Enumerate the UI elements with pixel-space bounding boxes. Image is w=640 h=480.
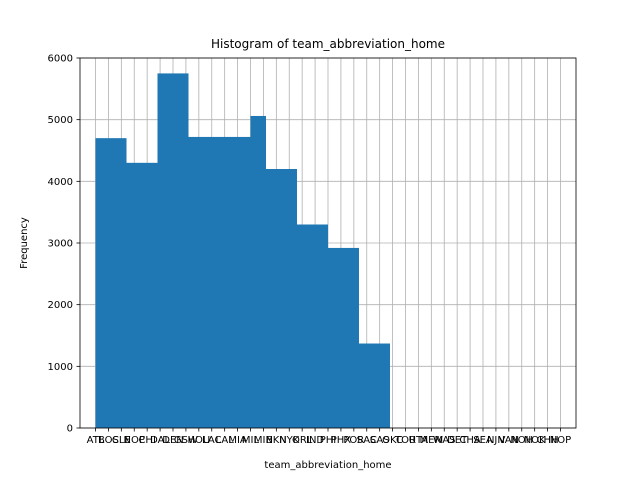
x-axis-ticks: ATLBOSCLENOPCHIDALDENGSWHOULACLALMIAMILM… — [87, 428, 571, 446]
x-tick-label: CHI — [138, 435, 155, 446]
x-tick-label: BOS — [98, 435, 119, 446]
y-tick-label: 3000 — [48, 239, 73, 250]
x-tick-label: MIA — [228, 435, 247, 446]
histogram-bar — [204, 136, 220, 428]
chart-title: Histogram of team_abbreviation_home — [211, 37, 445, 51]
histogram-bar — [235, 136, 251, 428]
histogram-bar — [266, 169, 282, 428]
histogram-bar — [95, 138, 111, 428]
x-tick-label: SAS — [370, 435, 390, 446]
x-tick-label: ORL — [292, 435, 313, 446]
histogram-bar — [343, 247, 359, 428]
histogram-bar — [219, 136, 235, 428]
x-tick-label: UTA — [409, 435, 429, 446]
histogram-bar — [126, 162, 142, 429]
x-tick-label: PHX — [331, 435, 352, 446]
x-tick-label: BKN — [266, 435, 287, 446]
y-axis-label: Frequency — [19, 217, 30, 269]
x-tick-label: NYK — [279, 435, 300, 446]
x-tick-label: CLE — [112, 435, 131, 446]
x-tick-label: IND — [306, 435, 324, 446]
histogram-bar — [374, 343, 390, 428]
histogram-bar — [281, 169, 297, 428]
x-tick-label: WAS — [433, 435, 456, 446]
x-tick-label: MEM — [420, 435, 444, 446]
histogram-bar — [297, 224, 313, 428]
x-tick-label: POR — [343, 435, 364, 446]
x-tick-label: MIL — [242, 435, 260, 446]
x-tick-label: CHA — [459, 435, 481, 446]
x-tick-label: ATL — [87, 435, 105, 446]
x-tick-label: DEN — [162, 435, 184, 446]
x-axis-label: team_abbreviation_home — [264, 460, 391, 471]
histogram-bar — [157, 73, 173, 429]
x-tick-label: OKC — [382, 435, 403, 446]
histogram-bar — [312, 224, 328, 428]
x-tick-label: DET — [447, 435, 468, 446]
x-tick-label: LAC — [202, 435, 221, 446]
histogram-bar — [359, 343, 375, 428]
histogram-bar — [173, 73, 189, 429]
histogram-bar — [142, 162, 158, 429]
histogram-bars — [95, 73, 390, 429]
histogram-bar — [111, 138, 127, 428]
x-tick-label: HOU — [187, 435, 210, 446]
x-tick-label: GSW — [174, 435, 198, 446]
y-tick-label: 1000 — [48, 362, 73, 373]
x-tick-label: NOK — [524, 435, 546, 446]
x-tick-label: NOP — [124, 435, 145, 446]
histogram-bar — [250, 115, 266, 428]
x-tick-label: LAL — [216, 435, 235, 446]
x-tick-label: DAL — [150, 435, 170, 446]
x-tick-label: TOR — [394, 435, 416, 446]
histogram-bar — [328, 247, 344, 428]
y-tick-label: 5000 — [48, 115, 73, 126]
y-tick-label: 6000 — [48, 54, 73, 65]
y-axis-ticks: 0 1000 2000 3000 4000 5000 6000 — [48, 54, 80, 435]
x-tick-label: SEA — [473, 435, 493, 446]
x-tick-label: NJN — [487, 435, 505, 446]
y-tick-label: 0 — [67, 424, 73, 435]
x-tick-label: SAC — [357, 435, 377, 446]
x-tick-label: PHI — [320, 435, 337, 446]
x-tick-label: CHH — [537, 435, 559, 446]
x-tick-label: VAN — [499, 435, 520, 446]
y-tick-label: 2000 — [48, 300, 73, 311]
x-tick-label: NOH — [510, 435, 533, 446]
y-tick-label: 4000 — [48, 177, 73, 188]
histogram-bar — [188, 136, 204, 428]
x-tick-label: MIN — [254, 435, 273, 446]
x-tick-label: NOP — [550, 435, 571, 446]
